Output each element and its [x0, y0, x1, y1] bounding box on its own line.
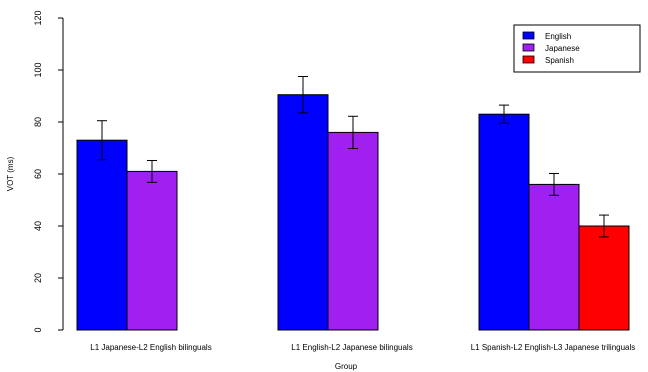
error-bar: [499, 104, 509, 124]
bar: [578, 225, 630, 331]
legend: English Japanese Spanish: [513, 24, 641, 73]
y-tick-label: 60: [33, 169, 43, 179]
x-category-label: L1 English-L2 Japanese bilinguals: [291, 343, 412, 352]
bar: [478, 113, 530, 331]
error-bar: [147, 159, 157, 183]
y-tick-label: 40: [33, 221, 43, 231]
error-bars-layer: [97, 76, 609, 238]
category-labels: L1 Japanese-L2 English bilinguals L1 Engl…: [90, 343, 635, 352]
legend-swatch: [522, 43, 535, 52]
y-tick-label: 0: [33, 327, 43, 332]
y-tick-label: 120: [33, 10, 43, 25]
legend-box: [513, 24, 641, 73]
y-axis-label: VOT (ms): [6, 156, 15, 191]
error-bar: [97, 120, 107, 161]
legend-label: Japanese: [545, 44, 580, 53]
bar: [327, 131, 379, 331]
error-bar: [549, 172, 559, 196]
legend-swatch: [522, 55, 535, 64]
bars-layer: [76, 94, 630, 331]
error-bar: [599, 214, 609, 238]
legend-label: English: [545, 32, 571, 41]
x-axis-label: Group: [335, 362, 358, 371]
y-tick-label: 80: [33, 117, 43, 127]
x-category-label: L1 Japanese-L2 English bilinguals: [90, 343, 211, 352]
y-tick-label: 100: [33, 62, 43, 77]
y-axis: 0 20 40 60 80 100 120: [33, 10, 64, 333]
bar: [528, 183, 580, 331]
bar: [277, 94, 329, 331]
bar: [126, 170, 178, 331]
x-category-label: L1 Spanish-L2 English-L3 Japanese trilin…: [471, 343, 636, 352]
bar: [76, 139, 128, 331]
error-bar: [298, 76, 308, 114]
error-bar: [348, 115, 358, 150]
legend-label: Spanish: [545, 56, 574, 65]
legend-swatch: [522, 31, 535, 40]
y-tick-label: 20: [33, 273, 43, 283]
